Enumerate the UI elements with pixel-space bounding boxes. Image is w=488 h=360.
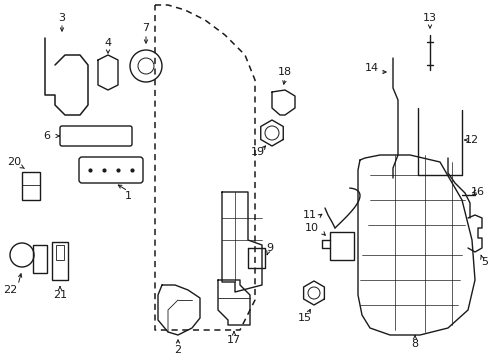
Text: 12: 12 (464, 135, 478, 145)
Text: 14: 14 (364, 63, 378, 73)
Text: 19: 19 (250, 147, 264, 157)
Bar (329, 232, 353, 260)
Text: 1: 1 (124, 191, 131, 201)
Text: 5: 5 (481, 257, 488, 267)
Text: 18: 18 (277, 67, 291, 77)
Text: 20: 20 (7, 157, 21, 167)
Bar (33, 245, 47, 273)
Text: 10: 10 (305, 223, 318, 233)
Text: 17: 17 (226, 335, 241, 345)
Text: 2: 2 (174, 345, 181, 355)
Text: 7: 7 (142, 23, 149, 33)
Text: 3: 3 (59, 13, 65, 23)
Text: 13: 13 (422, 13, 436, 23)
Text: 8: 8 (410, 339, 418, 349)
Text: 9: 9 (266, 243, 273, 253)
Bar (22, 172, 40, 200)
Text: 22: 22 (3, 285, 17, 295)
Bar (56, 245, 64, 260)
Text: 21: 21 (53, 290, 67, 300)
Text: 15: 15 (297, 313, 311, 323)
Text: 16: 16 (470, 187, 484, 197)
Text: 4: 4 (104, 38, 111, 48)
Text: 11: 11 (303, 210, 316, 220)
Bar (52, 242, 68, 280)
Text: 6: 6 (43, 131, 50, 141)
